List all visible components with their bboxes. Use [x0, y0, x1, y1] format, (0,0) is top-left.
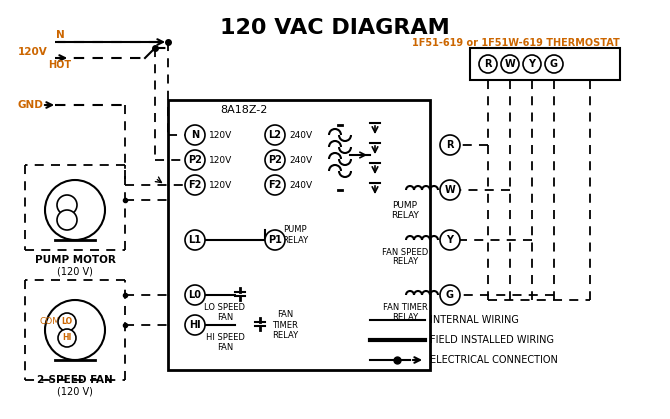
- Circle shape: [265, 175, 285, 195]
- Text: 240V: 240V: [289, 181, 312, 189]
- Circle shape: [185, 175, 205, 195]
- Text: R: R: [484, 59, 492, 69]
- Text: R: R: [446, 140, 454, 150]
- Text: L0: L0: [188, 290, 202, 300]
- Text: (120 V): (120 V): [57, 387, 93, 397]
- Circle shape: [45, 180, 105, 240]
- Text: F2: F2: [188, 180, 202, 190]
- Text: 240V: 240V: [289, 155, 312, 165]
- Circle shape: [185, 285, 205, 305]
- Text: LO: LO: [62, 318, 72, 326]
- Text: 120V: 120V: [209, 181, 232, 189]
- Circle shape: [440, 230, 460, 250]
- Circle shape: [58, 329, 76, 347]
- Text: P2: P2: [268, 155, 282, 165]
- Text: L2: L2: [269, 130, 281, 140]
- Text: RELAY: RELAY: [392, 258, 418, 266]
- Text: PUMP: PUMP: [393, 201, 417, 210]
- Circle shape: [185, 125, 205, 145]
- Circle shape: [45, 300, 105, 360]
- Text: 2-SPEED FAN: 2-SPEED FAN: [37, 375, 113, 385]
- Text: RELAY: RELAY: [391, 210, 419, 220]
- Text: W: W: [445, 185, 456, 195]
- Circle shape: [523, 55, 541, 73]
- Text: Y: Y: [446, 235, 454, 245]
- Text: 120V: 120V: [209, 130, 232, 140]
- Circle shape: [57, 195, 77, 215]
- Text: (120 V): (120 V): [57, 267, 93, 277]
- Text: FAN TIMER: FAN TIMER: [383, 303, 427, 311]
- Circle shape: [265, 125, 285, 145]
- Circle shape: [501, 55, 519, 73]
- Text: LO SPEED: LO SPEED: [204, 303, 245, 313]
- Circle shape: [185, 150, 205, 170]
- Text: G: G: [550, 59, 558, 69]
- Text: 8A18Z-2: 8A18Z-2: [220, 105, 267, 115]
- Text: HI: HI: [62, 334, 72, 342]
- Text: L1: L1: [188, 235, 202, 245]
- Bar: [168, 100, 430, 370]
- Text: N: N: [191, 130, 199, 140]
- Text: PUMP MOTOR: PUMP MOTOR: [35, 255, 115, 265]
- Circle shape: [440, 135, 460, 155]
- Text: N: N: [56, 30, 64, 40]
- Text: P1: P1: [268, 235, 282, 245]
- Text: RELAY: RELAY: [392, 313, 418, 321]
- Circle shape: [185, 315, 205, 335]
- Circle shape: [58, 313, 76, 331]
- Circle shape: [265, 150, 285, 170]
- Bar: [470, 48, 620, 80]
- Text: HOT: HOT: [48, 60, 72, 70]
- Circle shape: [440, 180, 460, 200]
- Text: FAN: FAN: [217, 344, 233, 352]
- Circle shape: [57, 210, 77, 230]
- Text: W: W: [505, 59, 515, 69]
- Text: 120 VAC DIAGRAM: 120 VAC DIAGRAM: [220, 18, 450, 38]
- Text: P2: P2: [188, 155, 202, 165]
- Text: Y: Y: [529, 59, 535, 69]
- Text: PUMP
RELAY: PUMP RELAY: [282, 225, 308, 245]
- Text: HI: HI: [189, 320, 201, 330]
- Text: 120V: 120V: [18, 47, 48, 57]
- Circle shape: [440, 285, 460, 305]
- Text: GND: GND: [18, 100, 44, 110]
- Text: COM: COM: [39, 318, 60, 326]
- Text: FIELD INSTALLED WIRING: FIELD INSTALLED WIRING: [430, 335, 554, 345]
- Text: F2: F2: [268, 180, 281, 190]
- Circle shape: [545, 55, 563, 73]
- Text: 240V: 240V: [289, 130, 312, 140]
- Text: FAN
TIMER
RELAY: FAN TIMER RELAY: [272, 310, 298, 340]
- Text: FAN SPEED: FAN SPEED: [382, 248, 428, 256]
- Text: INTERNAL WIRING: INTERNAL WIRING: [430, 315, 519, 325]
- Text: 120V: 120V: [209, 155, 232, 165]
- Text: G: G: [446, 290, 454, 300]
- Circle shape: [185, 230, 205, 250]
- Text: ELECTRICAL CONNECTION: ELECTRICAL CONNECTION: [430, 355, 558, 365]
- Circle shape: [265, 230, 285, 250]
- Text: HI SPEED: HI SPEED: [206, 334, 245, 342]
- Text: FAN: FAN: [217, 313, 233, 323]
- Circle shape: [479, 55, 497, 73]
- Text: 1F51-619 or 1F51W-619 THERMOSTAT: 1F51-619 or 1F51W-619 THERMOSTAT: [412, 38, 620, 48]
